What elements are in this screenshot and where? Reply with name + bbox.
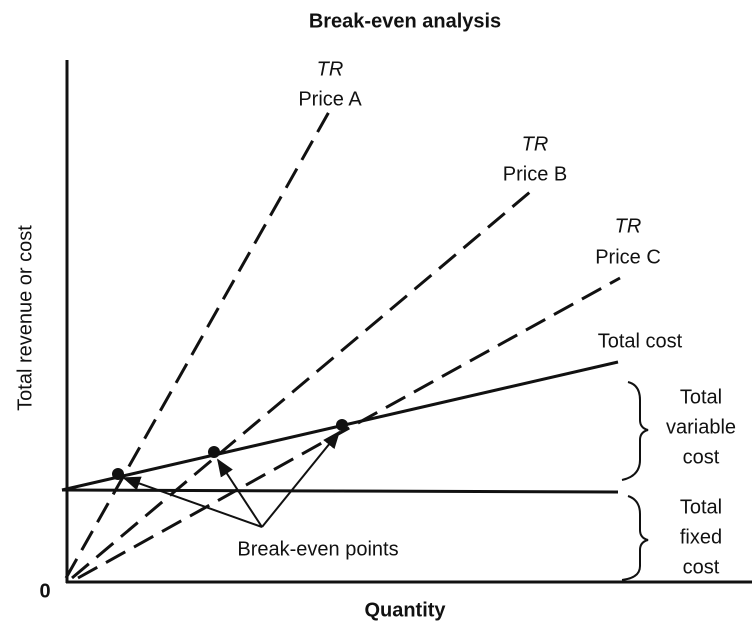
brace-label: Total xyxy=(680,386,722,408)
x-axis-label: Quantity xyxy=(364,599,446,621)
annotation: Break-even points xyxy=(237,538,398,560)
line-label: Price B xyxy=(503,163,567,185)
title: Break-even analysis xyxy=(309,10,501,32)
line-label: Price A xyxy=(298,88,362,110)
break-even-point xyxy=(208,446,220,458)
line-label: Price C xyxy=(595,246,661,268)
brace-label: Total xyxy=(680,496,722,518)
tr-price-c-line xyxy=(77,276,621,580)
arrow xyxy=(122,476,263,528)
tr-price-b-line xyxy=(71,190,531,580)
line-tag: TR xyxy=(317,58,344,80)
fixed-cost-line xyxy=(61,488,619,494)
line-label: Total cost xyxy=(598,330,683,352)
brace-label: cost xyxy=(683,556,720,578)
y-axis-label: Total revenue or cost xyxy=(14,225,36,411)
brace-label: cost xyxy=(683,446,720,468)
break-even-point xyxy=(112,468,124,480)
tr-price-a-line xyxy=(64,109,332,579)
line-tag: TR xyxy=(615,215,642,237)
break-even-point xyxy=(336,419,348,431)
arrow xyxy=(261,430,341,528)
fixed-cost-brace xyxy=(621,495,649,581)
brace-label: variable xyxy=(666,416,736,438)
origin-label: 0 xyxy=(39,580,50,602)
variable-cost-brace xyxy=(621,381,649,481)
line-tag: TR xyxy=(522,133,549,155)
brace-label: fixed xyxy=(680,526,722,548)
arrow xyxy=(217,458,263,528)
